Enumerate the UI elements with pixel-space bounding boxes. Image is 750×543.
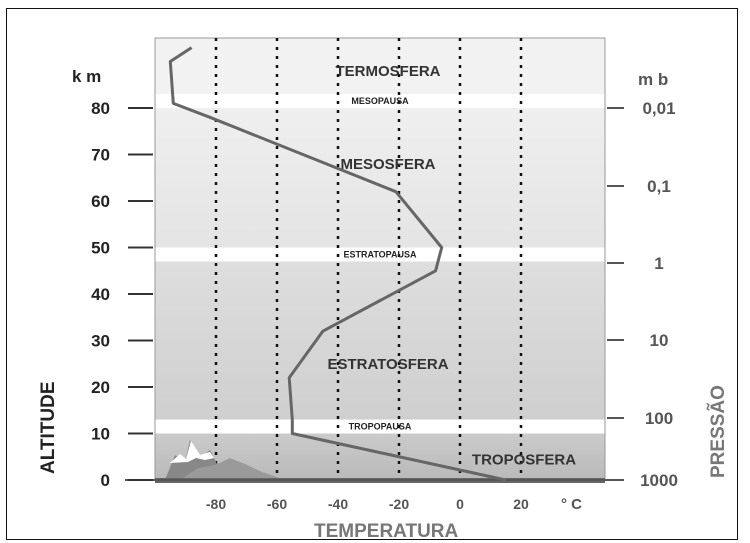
temperature-tick-label: 20 <box>513 496 529 512</box>
band-estratosfera <box>155 261 605 420</box>
temperature-tick-label: 0 <box>456 496 464 512</box>
temperature-gridlines <box>214 38 523 480</box>
altitude-tick-label: 20 <box>91 378 110 397</box>
x-axis-title: TEMPERATURA <box>314 521 459 542</box>
diagram-frame <box>6 8 738 540</box>
pressure-tick-label: 100 <box>645 409 673 428</box>
pressure-tick-label: 1000 <box>640 471 678 490</box>
temperature-tick-label: -80 <box>206 496 226 512</box>
altitude-tick-label: 30 <box>91 332 110 351</box>
left-axis-title: ALTITUDE <box>38 381 59 474</box>
layer-label-mesopausa: MESOPAUSA <box>351 96 409 106</box>
band-tropopausa <box>150 419 610 434</box>
band-mesosfera <box>155 108 605 248</box>
temperature-tick-labels: -80 -60 -40 -20 0 20 <box>206 496 529 512</box>
pressure-unit: m b <box>638 70 668 89</box>
atmosphere-bands <box>150 37 610 481</box>
layer-label-troposfera: TROPOSFERA <box>472 451 576 468</box>
altitude-tick-label: 80 <box>91 99 110 118</box>
temperature-tick-label: -40 <box>328 496 348 512</box>
temperature-unit: ° C <box>561 496 582 513</box>
temperature-tick-label: -20 <box>389 496 409 512</box>
altitude-tick-label: 10 <box>91 425 110 444</box>
temperature-tick-label: -60 <box>267 496 287 512</box>
altitude-tick-label: 60 <box>91 192 110 211</box>
altitude-tick-label: 0 <box>101 471 110 490</box>
pressure-tick-label: 10 <box>650 331 669 350</box>
altitude-tick-label: 50 <box>91 239 110 258</box>
altitude-unit: k m <box>72 67 101 86</box>
pressure-tick-label: 0,01 <box>642 99 675 118</box>
layer-label-termosfera: TERMOSFERA <box>336 63 441 80</box>
layer-label-mesosfera: MESOSFERA <box>340 156 435 173</box>
altitude-tick-labels: 0 10 20 30 40 50 60 70 80 <box>91 99 153 490</box>
layer-labels: TROPOSFERA TROPOPAUSA ESTRATOSFERA ESTRATOP… <box>327 63 576 468</box>
altitude-tick-label: 70 <box>91 146 110 165</box>
pressure-tick-label: 1 <box>654 254 663 273</box>
altitude-tick-label: 40 <box>91 285 110 304</box>
pressure-tick-labels: 1000 100 10 1 0,1 0,01 <box>607 99 678 490</box>
pressure-tick-label: 0,1 <box>647 177 671 196</box>
layer-label-tropopausa: TROPOPAUSA <box>349 422 412 432</box>
band-termosfera <box>155 38 605 95</box>
temperature-profile-line <box>168 46 507 482</box>
band-estratopausa <box>150 247 610 262</box>
layer-label-estratosfera: ESTRATOSFERA <box>327 356 448 373</box>
band-mesopausa <box>150 94 610 108</box>
layer-label-estratopausa: ESTRATOPAUSA <box>343 250 417 260</box>
right-axis-title: PRESSÃO <box>707 385 729 478</box>
